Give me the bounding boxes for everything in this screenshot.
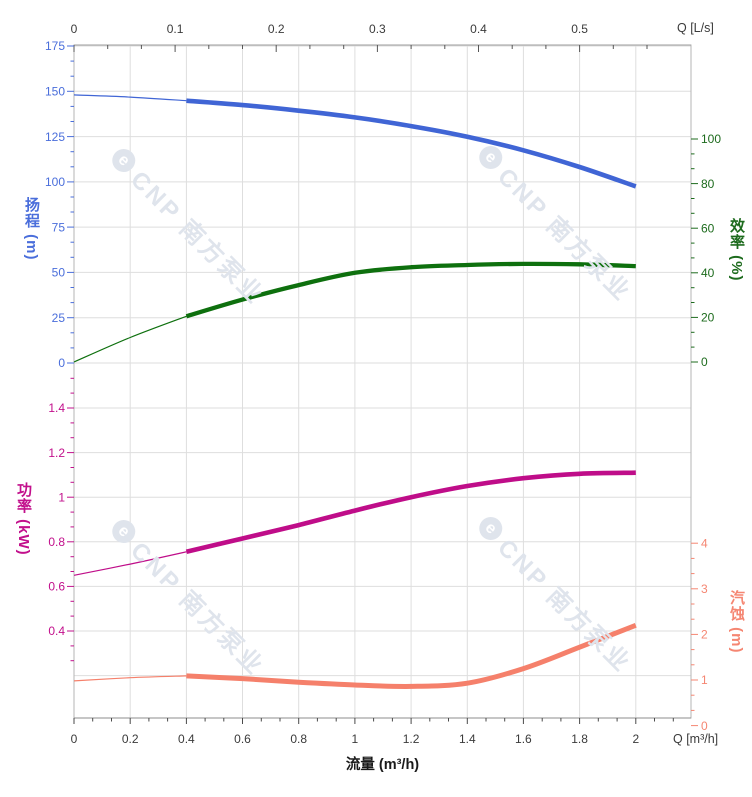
- svg-text:40: 40: [701, 266, 715, 280]
- plot-border: [73, 44, 692, 719]
- svg-text:2: 2: [632, 732, 639, 746]
- svg-text:50: 50: [52, 266, 66, 280]
- power-axis-title: 功率 (kW): [15, 482, 32, 556]
- svg-text:1.4: 1.4: [48, 401, 65, 415]
- svg-text:1: 1: [352, 732, 359, 746]
- head-axis-title: 扬程 (m): [23, 197, 40, 261]
- svg-text:125: 125: [45, 130, 65, 144]
- svg-text:0: 0: [71, 22, 78, 36]
- npsh-curve-thin: [73, 675, 187, 682]
- svg-text:0: 0: [58, 356, 65, 370]
- svg-text:0.3: 0.3: [369, 22, 386, 36]
- svg-text:2: 2: [701, 628, 708, 642]
- bottom-axis: 0 0.2 0.4 0.6 0.8 1 1.2 1.4 1.6 1.8 2: [71, 718, 674, 746]
- svg-text:1.6: 1.6: [515, 732, 532, 746]
- svg-text:175: 175: [45, 39, 65, 53]
- svg-text:0: 0: [701, 719, 708, 733]
- svg-text:0.6: 0.6: [48, 580, 65, 594]
- efficiency-axis: 100 80 60 40 20 0: [691, 132, 721, 369]
- gridlines: [73, 45, 691, 718]
- svg-text:1.4: 1.4: [459, 732, 476, 746]
- power-curve: [185, 470, 636, 555]
- svg-text:0.6: 0.6: [234, 732, 251, 746]
- svg-text:100: 100: [45, 175, 65, 189]
- svg-text:1.2: 1.2: [48, 446, 65, 460]
- svg-text:75: 75: [52, 220, 66, 234]
- svg-text:0.4: 0.4: [470, 22, 487, 36]
- head-axis: 175 150 125 100 75 50 25 0: [45, 39, 74, 370]
- flow-axis-title: 流量 (m³/h): [345, 757, 420, 773]
- efficiency-axis-title: 效率 (%): [728, 218, 745, 282]
- svg-text:0.4: 0.4: [48, 624, 65, 638]
- svg-text:0.5: 0.5: [571, 22, 588, 36]
- svg-text:20: 20: [701, 311, 715, 325]
- svg-text:0.1: 0.1: [167, 22, 184, 36]
- power-curve-thin: [73, 551, 187, 576]
- svg-text:1.8: 1.8: [571, 732, 588, 746]
- svg-text:3: 3: [701, 582, 708, 596]
- svg-text:150: 150: [45, 85, 65, 99]
- top-axis-unit-label: Q [L/s]: [677, 21, 714, 35]
- npsh-axis: 4 3 2 1 0: [691, 536, 708, 733]
- eff-curve: [185, 261, 636, 319]
- svg-text:60: 60: [701, 221, 715, 235]
- svg-text:1: 1: [58, 490, 65, 504]
- head-curve-thin: [73, 94, 187, 102]
- svg-text:100: 100: [701, 132, 721, 146]
- svg-text:0.4: 0.4: [178, 732, 195, 746]
- bottom-axis-unit-label: Q [m³/h]: [673, 732, 719, 746]
- eff-curve-thin: [73, 315, 187, 363]
- svg-text:25: 25: [52, 311, 66, 325]
- svg-text:1: 1: [701, 673, 708, 687]
- svg-text:4: 4: [701, 536, 708, 550]
- svg-text:0: 0: [71, 732, 78, 746]
- head-curve: [186, 98, 637, 189]
- svg-text:0.2: 0.2: [268, 22, 285, 36]
- svg-text:0: 0: [701, 355, 708, 369]
- svg-text:0.8: 0.8: [290, 732, 307, 746]
- power-axis: 1.4 1.2 1 0.8 0.6 0.4: [48, 377, 74, 662]
- svg-text:0.2: 0.2: [122, 732, 139, 746]
- npsh-curve: [186, 622, 637, 689]
- svg-text:80: 80: [701, 177, 715, 191]
- top-axis: 0 0.1 0.2 0.3 0.4 0.5: [71, 22, 648, 52]
- svg-text:1.2: 1.2: [403, 732, 420, 746]
- svg-text:0.8: 0.8: [48, 535, 65, 549]
- npsh-axis-title: 汽蚀 (m): [728, 590, 745, 654]
